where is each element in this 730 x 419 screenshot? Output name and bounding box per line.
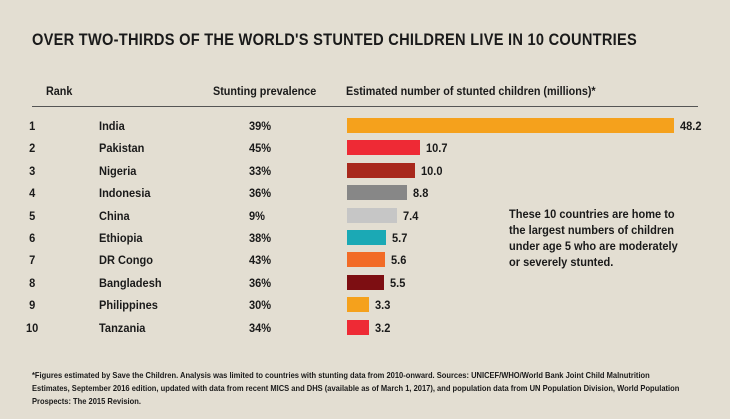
value-label: 10.0 xyxy=(420,163,443,178)
rank-cell: 2 xyxy=(29,141,36,156)
rank-cell: 3 xyxy=(29,163,36,178)
bar xyxy=(347,252,385,268)
value-label: 7.4 xyxy=(403,208,419,223)
rank-cell: 10 xyxy=(26,320,39,335)
prevalence-cell: 30% xyxy=(249,298,272,313)
value-label: 8.8 xyxy=(412,186,429,201)
bar xyxy=(347,118,674,133)
rank-cell: 4 xyxy=(29,186,36,201)
rank-cell: 5 xyxy=(29,208,36,223)
country-cell: Ethiopia xyxy=(99,231,143,245)
annotation-text: These 10 countries are home to the large… xyxy=(509,207,678,269)
rank-cell: 7 xyxy=(29,253,36,268)
rank-header: Rank xyxy=(46,84,73,98)
prevalence-cell: 39% xyxy=(249,119,272,133)
value-label: 10.7 xyxy=(425,141,448,156)
rank-cell: 1 xyxy=(29,119,36,133)
prevalence-cell: 38% xyxy=(249,231,272,245)
country-cell: India xyxy=(99,119,125,133)
rank-cell: 9 xyxy=(29,298,36,313)
value-label: 48.2 xyxy=(680,119,702,133)
country-cell: Nigeria xyxy=(99,163,137,178)
prevalence-header: Stunting prevalence xyxy=(213,84,317,98)
footnote: *Figures estimated by Save the Children.… xyxy=(32,370,680,406)
prevalence-cell: 34% xyxy=(249,320,272,335)
bar xyxy=(347,230,386,245)
prevalence-cell: 36% xyxy=(249,275,272,290)
bar xyxy=(347,185,407,201)
header-divider xyxy=(32,106,698,107)
bar xyxy=(347,319,369,335)
value-label: 5.6 xyxy=(390,253,407,268)
country-cell: DR Congo xyxy=(99,253,153,268)
bar xyxy=(347,207,398,223)
value-label: 3.3 xyxy=(375,298,391,313)
bar xyxy=(347,274,385,290)
country-cell: Pakistan xyxy=(99,141,145,156)
prevalence-cell: 9% xyxy=(249,208,265,223)
value-label: 5.7 xyxy=(391,231,408,245)
chart-title: OVER TWO-THIRDS OF THE WORLD'S STUNTED C… xyxy=(32,30,638,49)
rank-cell: 6 xyxy=(29,231,36,245)
rank-cell: 8 xyxy=(29,275,36,290)
value-label: 5.5 xyxy=(390,275,406,290)
prevalence-cell: 45% xyxy=(249,141,272,156)
prevalence-cell: 36% xyxy=(249,186,272,201)
prevalence-cell: 43% xyxy=(249,253,272,268)
country-cell: China xyxy=(99,208,130,223)
country-cell: Philippines xyxy=(99,298,158,313)
bar xyxy=(347,162,415,178)
country-cell: Indonesia xyxy=(99,186,151,201)
bar xyxy=(347,297,370,313)
prevalence-cell: 33% xyxy=(249,163,272,178)
value-label: 3.2 xyxy=(374,320,391,335)
estimate-header: Estimated number of stunted children (mi… xyxy=(346,84,596,98)
country-cell: Bangladesh xyxy=(99,275,162,290)
bar xyxy=(347,140,420,156)
country-cell: Tanzania xyxy=(99,320,146,335)
